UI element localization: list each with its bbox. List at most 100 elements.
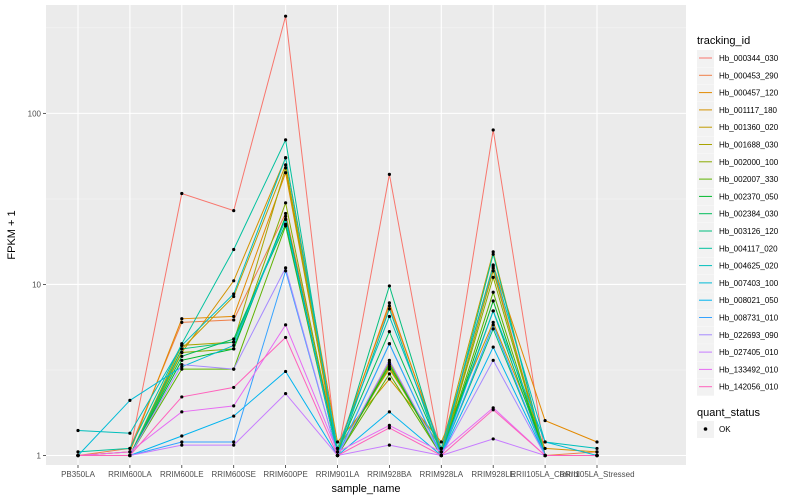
data-point: [491, 437, 495, 441]
legend-item: Hb_027405_010: [697, 344, 779, 362]
data-point: [335, 450, 340, 454]
data-point: [232, 343, 236, 348]
legend-label: Hb_027405_010: [719, 348, 779, 357]
data-point: [491, 358, 495, 362]
legend-item: Hb_002384_030: [697, 205, 779, 223]
y-axis-title: FPKM + 1: [6, 210, 18, 259]
y-axis-ticks: 1 10 100: [28, 109, 46, 461]
plot-panel: [46, 5, 686, 465]
shape-legend-label: OK: [719, 425, 731, 434]
data-point: [387, 301, 391, 305]
data-point: [284, 222, 288, 226]
data-point: [284, 269, 288, 273]
data-point: [232, 443, 236, 447]
data-point: [387, 330, 391, 334]
legend-item: Hb_000344_030: [697, 50, 779, 67]
series-points: [76, 14, 599, 458]
data-point: [76, 428, 80, 433]
x-tick-label: RRII105LA_Stressed: [559, 470, 634, 479]
x-tick-label: RRIM600PE: [263, 470, 307, 479]
data-point: [284, 201, 288, 205]
data-point: [232, 340, 236, 344]
legend-item: Hb_002007_330: [697, 171, 779, 189]
data-point: [284, 217, 288, 221]
data-point: [284, 214, 288, 218]
data-point: [180, 440, 184, 444]
data-point: [180, 362, 184, 367]
data-point: [491, 290, 495, 294]
shape-legend-item: OK: [697, 421, 731, 438]
legend-item: Hb_008021_050: [697, 292, 779, 310]
x-tick-label: RRIM901LA: [316, 470, 360, 479]
legend-label: Hb_004625_020: [719, 262, 779, 271]
legend-item: Hb_007403_100: [697, 274, 779, 292]
data-point: [232, 367, 236, 371]
data-point: [491, 345, 495, 349]
legend-item: Hb_142056_010: [697, 378, 779, 396]
data-point: [387, 365, 391, 369]
data-point: [180, 347, 184, 351]
data-point: [180, 443, 184, 447]
data-point: [284, 211, 288, 216]
data-point: [387, 426, 391, 430]
data-point: [232, 279, 236, 283]
data-point: [232, 385, 236, 390]
data-point: [439, 453, 443, 458]
data-point: [180, 410, 184, 414]
data-point: [491, 250, 495, 254]
data-point: [491, 309, 495, 313]
data-point: [232, 337, 236, 341]
legend-label: Hb_008021_050: [719, 296, 779, 305]
data-point: [543, 446, 547, 451]
data-point: [387, 443, 391, 447]
data-point: [491, 327, 495, 331]
legend-item: Hb_001688_030: [697, 136, 779, 154]
data-point: [387, 314, 391, 319]
data-point: [387, 372, 391, 376]
data-point: [387, 284, 391, 288]
data-point: [387, 367, 391, 371]
data-point: [387, 342, 391, 346]
data-point: [387, 172, 391, 176]
data-point: [491, 323, 495, 327]
data-point: [491, 275, 495, 279]
data-point: [491, 269, 495, 273]
data-point: [387, 377, 391, 381]
major-gridlines: [46, 5, 686, 465]
data-point: [491, 408, 495, 412]
legend-item: Hb_008731_010: [697, 309, 779, 327]
data-point: [180, 367, 184, 371]
data-point: [491, 320, 495, 324]
x-tick-label: RRIM928LE: [471, 470, 515, 479]
x-tick-label: RRIM600LA: [108, 470, 152, 479]
legend-label: Hb_002007_330: [719, 175, 779, 184]
data-point: [335, 453, 340, 458]
data-point: [543, 453, 547, 458]
legend-label: Hb_133492_010: [719, 365, 779, 374]
legend-item: Hb_000453_290: [697, 67, 779, 85]
legend-item: Hb_004625_020: [697, 257, 779, 275]
shape-legend-title: quant_status: [697, 407, 760, 419]
legend: tracking_id Hb_000344_030 Hb_000453_290 Hb…: [697, 35, 779, 438]
data-point: [387, 358, 391, 362]
legend-label: Hb_001688_030: [719, 141, 779, 150]
data-point: [284, 323, 288, 327]
data-point: [180, 350, 184, 355]
data-point: [439, 446, 443, 451]
data-point: [232, 314, 236, 319]
legend-item: Hb_002000_100: [697, 153, 779, 171]
data-point: [180, 354, 184, 358]
legend-item: Hb_001117_180: [697, 101, 778, 119]
data-point: [595, 450, 599, 454]
legend-item: Hb_133492_010: [697, 361, 779, 379]
data-point: [180, 191, 184, 196]
data-point: [180, 358, 184, 362]
legend-item: Hb_000457_120: [697, 84, 779, 102]
data-point: [439, 440, 443, 444]
data-point: [284, 166, 288, 170]
x-axis-title: sample_name: [331, 483, 400, 495]
x-tick-label: RRII105LA_Control: [510, 470, 580, 479]
legend-label: Hb_142056_010: [719, 383, 779, 392]
legend-item: Hb_004117_020: [697, 240, 778, 258]
